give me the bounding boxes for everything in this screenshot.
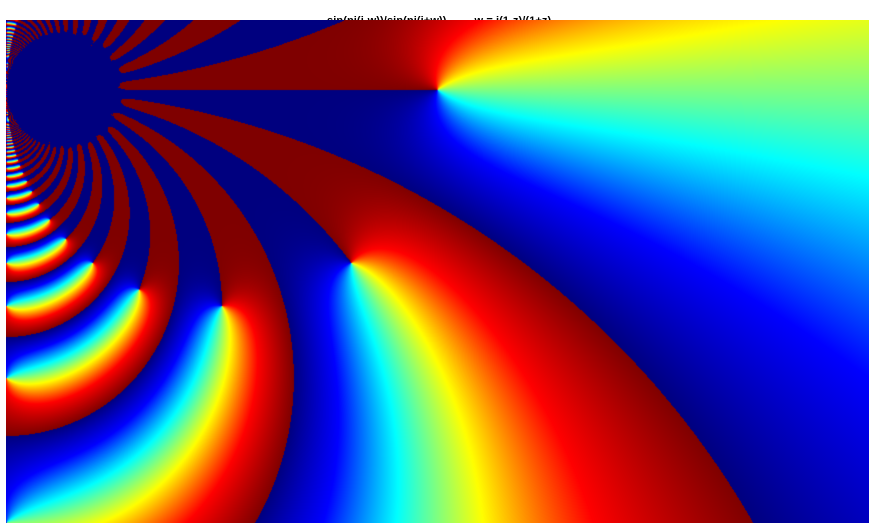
domain-coloring-plot (6, 20, 869, 523)
plot-title: sin(pi(i-w))/sin(pi(i+w))w = i(1-z)/(1+z… (0, 3, 872, 27)
phase-plot-canvas (6, 20, 869, 523)
